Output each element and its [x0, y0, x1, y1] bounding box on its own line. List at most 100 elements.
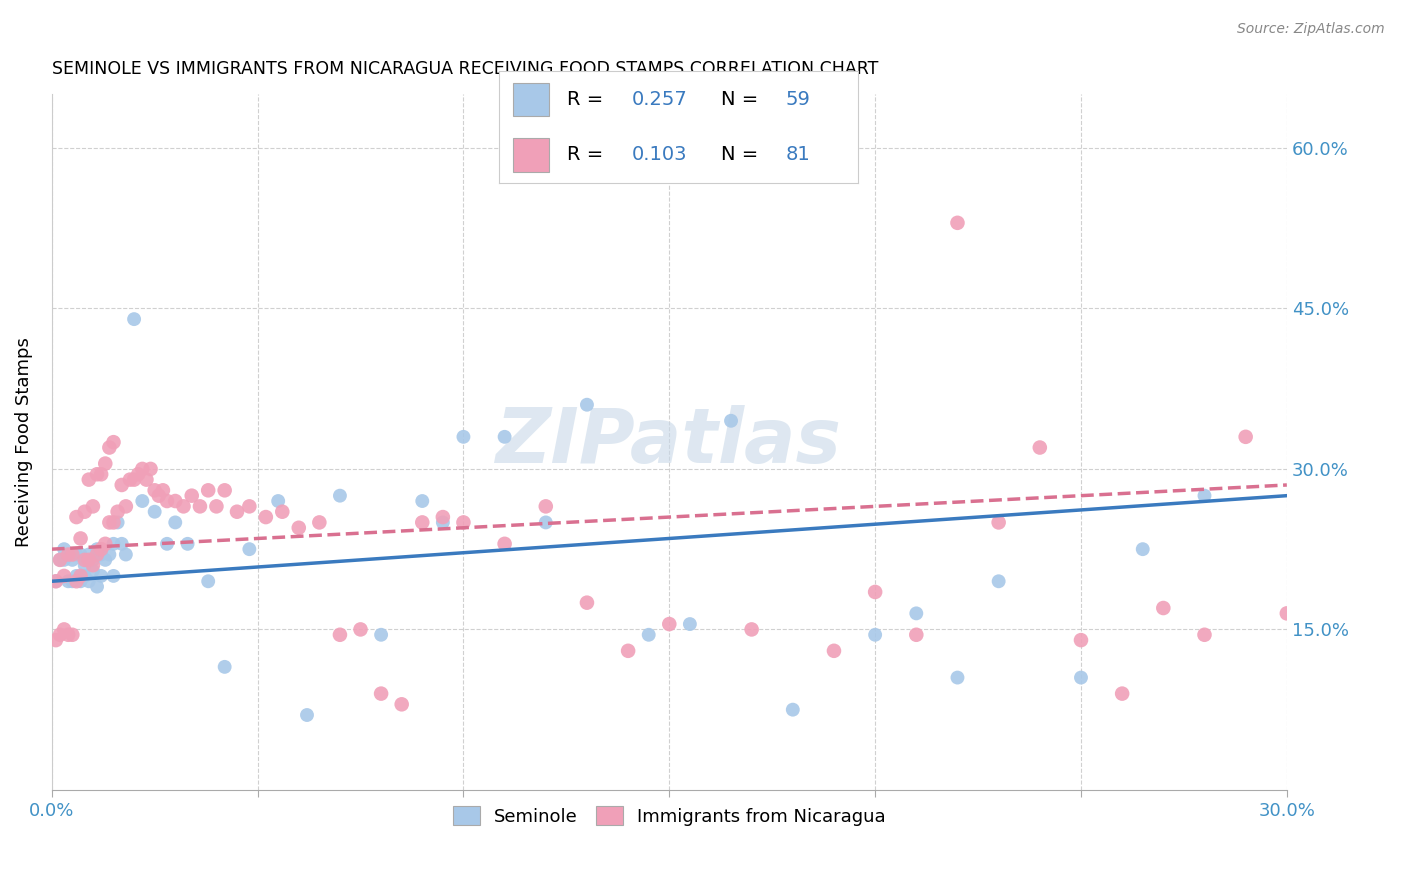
- Text: R =: R =: [567, 90, 610, 109]
- Text: 0.257: 0.257: [631, 90, 688, 109]
- Point: [494, 537, 516, 551]
- Point: [45, 633, 67, 648]
- Point: [115, 500, 138, 514]
- Point: [987, 516, 1010, 530]
- Point: [94, 537, 117, 551]
- Text: N =: N =: [721, 145, 765, 164]
- Point: [86, 548, 108, 562]
- Point: [103, 516, 125, 530]
- Point: [122, 312, 145, 326]
- Point: [118, 473, 141, 487]
- Point: [82, 500, 104, 514]
- Point: [432, 516, 454, 530]
- Text: Source: ZipAtlas.com: Source: ZipAtlas.com: [1237, 22, 1385, 37]
- Point: [49, 553, 72, 567]
- Point: [94, 553, 117, 567]
- Point: [82, 564, 104, 578]
- Text: 0.103: 0.103: [631, 145, 688, 164]
- Point: [165, 494, 187, 508]
- Point: [53, 553, 76, 567]
- Point: [946, 671, 969, 685]
- Y-axis label: Receiving Food Stamps: Receiving Food Stamps: [15, 337, 32, 547]
- Point: [987, 574, 1010, 589]
- Point: [111, 537, 134, 551]
- Point: [73, 553, 96, 567]
- Point: [73, 505, 96, 519]
- Point: [329, 628, 352, 642]
- Point: [617, 644, 640, 658]
- Point: [73, 569, 96, 583]
- Point: [494, 430, 516, 444]
- Point: [391, 698, 413, 712]
- Point: [135, 473, 157, 487]
- Point: [45, 574, 67, 589]
- Point: [82, 558, 104, 573]
- Point: [188, 500, 211, 514]
- Bar: [513, 83, 550, 116]
- Point: [214, 660, 236, 674]
- Point: [139, 462, 162, 476]
- Point: [946, 216, 969, 230]
- Bar: [513, 138, 550, 171]
- Point: [49, 628, 72, 642]
- Text: SEMINOLE VS IMMIGRANTS FROM NICARAGUA RECEIVING FOOD STAMPS CORRELATION CHART: SEMINOLE VS IMMIGRANTS FROM NICARAGUA RE…: [52, 60, 879, 78]
- Point: [308, 516, 330, 530]
- Point: [86, 580, 108, 594]
- Point: [575, 596, 598, 610]
- Point: [90, 548, 112, 562]
- Point: [98, 548, 121, 562]
- Point: [658, 617, 681, 632]
- Point: [98, 516, 121, 530]
- Text: 81: 81: [786, 145, 811, 164]
- Point: [534, 516, 557, 530]
- Point: [65, 510, 87, 524]
- Point: [131, 462, 153, 476]
- Point: [453, 430, 475, 444]
- Text: N =: N =: [721, 90, 765, 109]
- Point: [1152, 601, 1174, 615]
- Point: [152, 483, 174, 498]
- Point: [53, 623, 76, 637]
- Point: [1234, 430, 1257, 444]
- Point: [69, 532, 91, 546]
- Point: [226, 505, 249, 519]
- Point: [271, 505, 294, 519]
- Point: [165, 516, 187, 530]
- Point: [73, 558, 96, 573]
- Point: [411, 494, 433, 508]
- Point: [111, 478, 134, 492]
- Point: [90, 542, 112, 557]
- Point: [143, 505, 166, 519]
- Point: [1029, 441, 1052, 455]
- Point: [214, 483, 236, 498]
- Point: [156, 537, 179, 551]
- Point: [329, 489, 352, 503]
- Point: [238, 500, 260, 514]
- Point: [197, 483, 219, 498]
- Point: [1194, 628, 1216, 642]
- Text: R =: R =: [567, 145, 610, 164]
- Point: [86, 542, 108, 557]
- Point: [65, 569, 87, 583]
- Legend: Seminole, Immigrants from Nicaragua: Seminole, Immigrants from Nicaragua: [446, 799, 893, 833]
- Point: [180, 489, 202, 503]
- Text: ZIPatlas: ZIPatlas: [496, 405, 842, 479]
- Point: [90, 569, 112, 583]
- Point: [107, 516, 129, 530]
- Point: [267, 494, 290, 508]
- Point: [58, 628, 80, 642]
- Point: [82, 553, 104, 567]
- Point: [238, 542, 260, 557]
- Point: [45, 574, 67, 589]
- Point: [58, 548, 80, 562]
- Point: [94, 457, 117, 471]
- Point: [131, 494, 153, 508]
- Point: [148, 489, 170, 503]
- Point: [295, 708, 318, 723]
- Point: [77, 574, 100, 589]
- Point: [77, 548, 100, 562]
- Point: [1132, 542, 1154, 557]
- Point: [53, 542, 76, 557]
- Point: [127, 467, 149, 482]
- Point: [90, 467, 112, 482]
